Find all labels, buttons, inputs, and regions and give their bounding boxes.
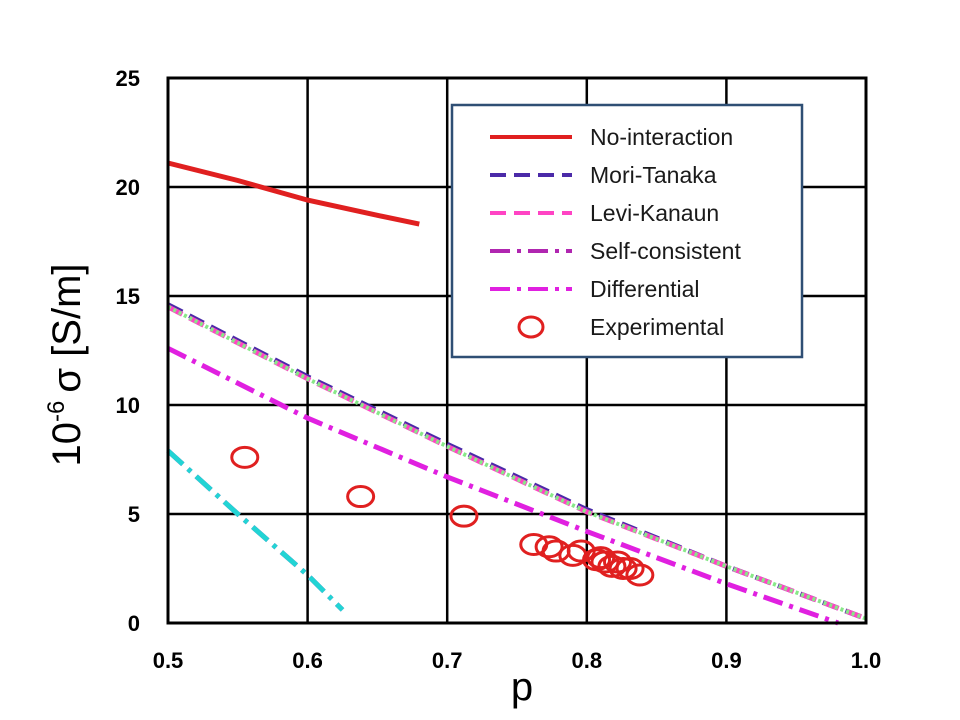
y-tick-label: 10 xyxy=(116,393,140,418)
legend-label-experimental: Experimental xyxy=(590,314,724,340)
series-line-levi-kanaun xyxy=(166,304,867,621)
x-tick-label: 0.9 xyxy=(711,648,742,673)
y-axis-title-base: 10 xyxy=(45,422,89,467)
legend-label-differential: Differential xyxy=(590,276,700,302)
experimental-point xyxy=(625,563,655,587)
experimental-point xyxy=(534,535,564,559)
x-tick-label: 1.0 xyxy=(851,648,882,673)
legend-label-levi-kanaun: Levi-Kanaun xyxy=(590,200,719,226)
experimental-point xyxy=(230,445,260,469)
legend-label-mori-tanaka: Mori-Tanaka xyxy=(590,162,717,188)
x-axis-title: p xyxy=(511,665,533,709)
series-group xyxy=(166,160,867,626)
y-axis-title-unit: σ [S/m] xyxy=(45,264,89,393)
y-tick-label: 0 xyxy=(128,611,140,636)
x-tick-label: 0.7 xyxy=(432,648,463,673)
plot-area-frame xyxy=(166,76,868,625)
legend-label-self-consistent: Self-consistent xyxy=(590,238,741,264)
x-tick-label: 0.6 xyxy=(292,648,323,673)
legend-label-no-interaction: No-interaction xyxy=(590,124,733,150)
tick-labels: 0.5 0.6 0.7 0.8 0.9 1.0 0 5 10 15 20 25 xyxy=(116,66,882,673)
series-line-no-interaction xyxy=(167,160,420,227)
legend-swatch-experimental xyxy=(517,315,545,339)
series-line-differential xyxy=(166,346,839,626)
experimental-point xyxy=(615,557,645,580)
experimental-point xyxy=(346,485,376,509)
experimental-point xyxy=(590,550,620,574)
y-tick-label: 20 xyxy=(116,175,140,200)
y-tick-label: 15 xyxy=(116,284,140,309)
experimental-point xyxy=(449,504,479,528)
x-tick-label: 0.5 xyxy=(153,648,184,673)
experimental-points xyxy=(230,445,655,587)
x-tick-label: 0.8 xyxy=(572,648,603,673)
y-tick-label: 25 xyxy=(116,66,140,91)
y-tick-label: 5 xyxy=(128,502,140,527)
y-axis-title-exponent: -6 xyxy=(43,401,70,422)
legend-box xyxy=(450,103,804,359)
legend: No-interaction Mori-Tanaka Levi-Kanaun Self… xyxy=(450,103,804,359)
legend-items: No-interaction Mori-Tanaka Levi-Kanaun Self… xyxy=(490,124,741,340)
experimental-point xyxy=(597,554,627,578)
y-axis-title: 10-6 σ [S/m] xyxy=(43,264,89,467)
series-line-extra-5 xyxy=(166,448,345,612)
